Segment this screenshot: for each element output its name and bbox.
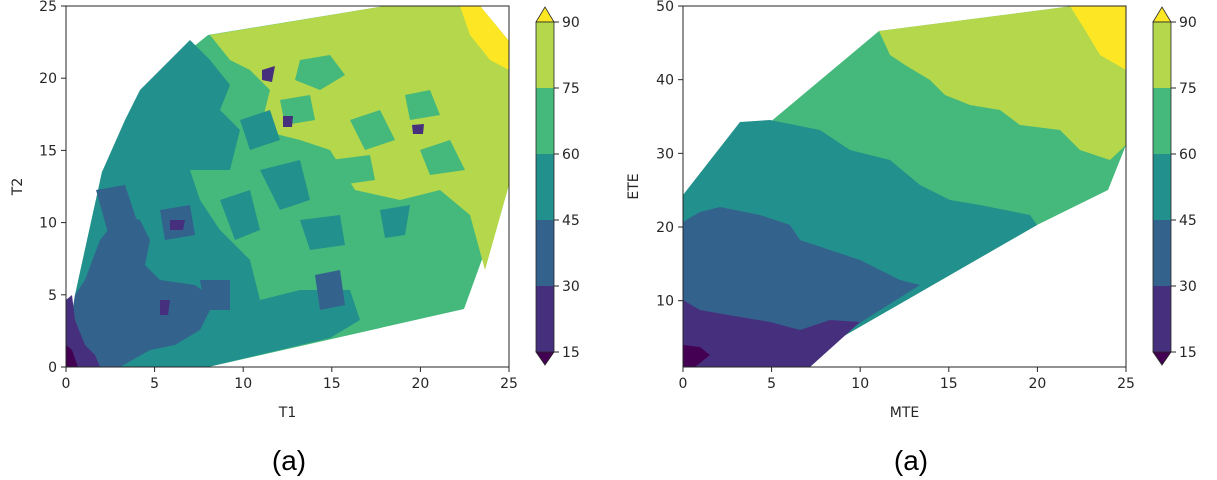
colorbar-b: 15 30 45 60 75 90 (1152, 6, 1197, 366)
x-tick-label-b: 25 (1117, 376, 1135, 392)
contour-plot-b (683, 6, 1126, 367)
panel-caption-b: (a) (894, 445, 928, 476)
colorbar-band-a (536, 154, 554, 220)
colorbar-band-b (1153, 154, 1171, 220)
contour-region-below-15 (66, 345, 78, 367)
contour-region-15-30 (66, 295, 100, 367)
colorbar-band-a (536, 22, 554, 88)
x-tick-label-b: 5 (767, 376, 776, 392)
x-tick-label-a: 25 (500, 376, 518, 392)
colorbar-tick-label-a: 90 (562, 15, 580, 31)
y-tick-label-b: 50 (656, 0, 674, 15)
colorbar-tick-label-a: 60 (562, 147, 580, 163)
colorbar-frame-a (535, 21, 555, 353)
y-tick-label-b: 40 (656, 73, 674, 89)
contour-region-90-plus (460, 6, 509, 70)
panel-caption-a: (a) (272, 445, 306, 476)
colorbar-tick-label-a: 30 (562, 279, 580, 295)
contour-region-90-plus (1070, 6, 1126, 70)
ticks-a: 0 5 10 15 20 25 0 5 10 15 20 25 (39, 0, 518, 392)
colorbar-extend-low-a (535, 351, 555, 366)
y-tick-label-b: 20 (656, 220, 674, 236)
colorbar-band-b (1153, 286, 1171, 352)
colorbar-tick-label-a: 75 (562, 81, 580, 97)
y-axis-label-a: T2 (10, 178, 26, 196)
panel-a: 0 5 10 15 20 25 0 5 10 15 20 25 T1 T2 (a) 15 30 45 60 7… (10, 0, 580, 476)
y-axis-label-b: ETE (626, 173, 642, 199)
x-tick-label-a: 0 (62, 376, 71, 392)
y-tick-label-b: 10 (656, 294, 674, 310)
y-tick-label-a: 5 (48, 288, 57, 304)
colorbar-tick-label-a: 15 (562, 345, 580, 361)
y-tick-label-a: 15 (39, 143, 57, 159)
colorbar-extend-high-a (535, 6, 555, 23)
colorbar-frame-b (1152, 21, 1172, 353)
colorbar-band-b (1153, 88, 1171, 154)
x-tick-label-b: 20 (1028, 376, 1046, 392)
colorbar-tick-label-b: 75 (1179, 81, 1197, 97)
colorbar-tick-label-b: 15 (1179, 345, 1197, 361)
colorbar-band-b (1153, 22, 1171, 88)
colorbar-band-b (1153, 220, 1171, 286)
colorbar-tick-label-b: 90 (1179, 15, 1197, 31)
x-tick-label-a: 20 (411, 376, 429, 392)
x-axis-label-a: T1 (278, 405, 296, 421)
x-tick-label-a: 5 (150, 376, 159, 392)
colorbar-band-a (536, 220, 554, 286)
x-tick-label-a: 10 (234, 376, 252, 392)
y-tick-label-b: 30 (656, 146, 674, 162)
colorbar-tick-label-a: 45 (562, 213, 580, 229)
axes-frame-a (65, 5, 510, 368)
colorbar-tick-label-b: 30 (1179, 279, 1197, 295)
y-tick-label-a: 25 (39, 0, 57, 15)
contour-region-75-90 (879, 6, 1126, 160)
contour-region-15-30 (683, 300, 860, 367)
ticks-b: 0 5 10 15 20 25 10 20 30 40 50 (656, 0, 1135, 392)
x-tick-label-b: 15 (940, 376, 958, 392)
x-tick-label-b: 10 (851, 376, 869, 392)
colorbar-extend-high-b (1152, 6, 1172, 23)
x-tick-label-b: 0 (679, 376, 688, 392)
colorbar-extend-low-b (1152, 351, 1172, 366)
colorbar-a: 15 30 45 60 75 90 (535, 6, 580, 366)
colorbar-band-a (536, 88, 554, 154)
colorbar-tick-label-b: 60 (1179, 147, 1197, 163)
y-tick-label-a: 20 (39, 71, 57, 87)
contour-region-below-15 (683, 345, 710, 367)
x-tick-label-a: 15 (323, 376, 341, 392)
colorbar-tick-label-b: 45 (1179, 213, 1197, 229)
y-tick-label-a: 0 (48, 360, 57, 376)
contour-plot-a (66, 6, 509, 367)
x-axis-label-b: MTE (890, 405, 919, 421)
y-tick-label-a: 10 (39, 216, 57, 232)
panel-b: 0 5 10 15 20 25 10 20 30 40 50 MTE ETE (a) 15 30 45 6… (626, 0, 1197, 476)
axes-frame-b (682, 5, 1127, 368)
colorbar-band-a (536, 286, 554, 352)
